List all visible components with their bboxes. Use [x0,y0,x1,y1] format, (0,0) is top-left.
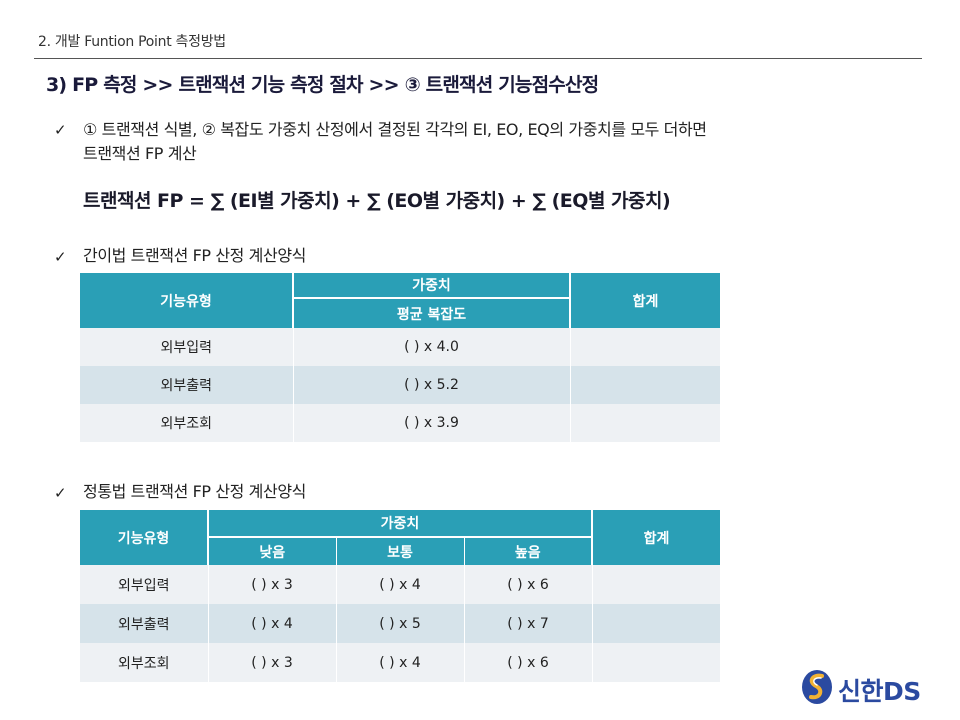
col-header-type: 기능유형 [80,273,294,328]
cell-low: ( ) x 3 [208,565,337,604]
col-header-type: 기능유형 [80,510,209,565]
cell-mid: ( ) x 5 [336,604,465,643]
bullet-1-line-2: 트랜잭션 FP 계산 [83,144,197,163]
bullet-1-line-1: ① 트랜잭션 식별, ② 복잡도 가중치 산정에서 결정된 각각의 EI, EO… [83,120,707,139]
sub-header-mid: 보통 [336,537,465,565]
standard-method-table: 기능유형 가중치 합계 낮음 보통 높음 외부입력 ( ) x 3 ( ) x … [80,510,721,682]
section-title: 3) FP 측정 >> 트랜잭션 기능 측정 절차 >> ③ 트랜잭션 기능점수… [46,74,599,96]
cell-type: 외부입력 [80,565,209,604]
cell-high: ( ) x 6 [464,643,593,682]
cell-total [592,604,721,643]
cell-high: ( ) x 6 [464,565,593,604]
cell-type: 외부출력 [80,604,209,643]
col-header-total: 합계 [592,510,720,565]
cell-type: 외부출력 [80,366,294,404]
table-row: 외부입력 ( ) x 4.0 [80,328,721,366]
col-header-weight: 가중치 [293,273,571,299]
cell-type: 외부입력 [80,328,294,366]
bullet-3-text: 정통법 트랜잭션 FP 산정 계산양식 [83,482,306,501]
cell-low: ( ) x 4 [208,604,337,643]
cell-average: ( ) x 4.0 [293,328,571,366]
check-icon: ✓ [54,484,67,502]
simple-method-table: 기능유형 가중치 합계 평균 복잡도 외부입력 ( ) x 4.0 외부출력 (… [80,273,721,442]
bullet-2-text: 간이법 트랜잭션 FP 산정 계산양식 [83,246,306,265]
cell-average: ( ) x 5.2 [293,366,571,404]
table-row: 외부조회 ( ) x 3 ( ) x 4 ( ) x 6 [80,643,721,682]
page-header: 2. 개발 Funtion Point 측정방법 [38,34,226,50]
cell-average: ( ) x 3.9 [293,404,571,442]
cell-total [592,643,721,682]
cell-type: 외부조회 [80,643,209,682]
sub-header-high: 높음 [464,537,593,565]
check-icon: ✓ [54,121,67,139]
table-row: 외부출력 ( ) x 5.2 [80,366,721,404]
header-divider [34,58,922,59]
col-header-weight: 가중치 [208,510,593,538]
col-header-total: 합계 [570,273,720,328]
formula: 트랜잭션 FP = ∑ (EI별 가중치) + ∑ (EO별 가중치) + ∑ … [83,190,671,212]
table-row: 외부입력 ( ) x 3 ( ) x 4 ( ) x 6 [80,565,721,604]
cell-mid: ( ) x 4 [336,643,465,682]
cell-mid: ( ) x 4 [336,565,465,604]
cell-type: 외부조회 [80,404,294,442]
cell-total [570,366,721,404]
cell-total [570,404,721,442]
table-row: 외부조회 ( ) x 3.9 [80,404,721,442]
shinhan-ds-logo: 신한DS [838,677,921,706]
cell-high: ( ) x 7 [464,604,593,643]
sub-header-average: 평균 복잡도 [293,298,571,328]
table-row: 외부출력 ( ) x 4 ( ) x 5 ( ) x 7 [80,604,721,643]
cell-total [592,565,721,604]
sub-header-low: 낮음 [208,537,337,565]
check-icon: ✓ [54,248,67,266]
cell-total [570,328,721,366]
shinhan-logo-icon [800,668,834,706]
cell-low: ( ) x 3 [208,643,337,682]
